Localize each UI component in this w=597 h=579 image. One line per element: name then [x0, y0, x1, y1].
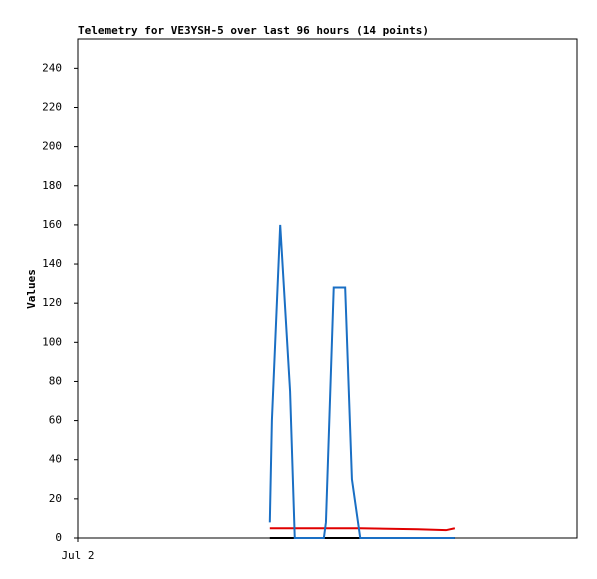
- y-tick-label: 120: [42, 296, 62, 309]
- y-tick-label: 240: [42, 61, 62, 74]
- y-tick-label: 60: [49, 414, 62, 427]
- y-tick-label: 200: [42, 140, 62, 153]
- y-tick-label: 100: [42, 335, 62, 348]
- y-tick-label: 220: [42, 100, 62, 113]
- y-tick-label: 140: [42, 257, 62, 270]
- series-line: [269, 527, 456, 532]
- y-tick-label: 0: [55, 531, 62, 544]
- y-tick-label: 40: [49, 453, 62, 466]
- y-tick-label: 180: [42, 179, 62, 192]
- chart-title: Telemetry for VE3YSH-5 over last 96 hour…: [78, 24, 429, 37]
- y-tick-label: 160: [42, 218, 62, 231]
- y-axis-label: Values: [25, 269, 38, 309]
- x-tick-label: Jul 2: [61, 549, 94, 562]
- y-tick-label: 80: [49, 374, 62, 387]
- y-tick-label: 20: [49, 492, 62, 505]
- series-line: [268, 224, 455, 539]
